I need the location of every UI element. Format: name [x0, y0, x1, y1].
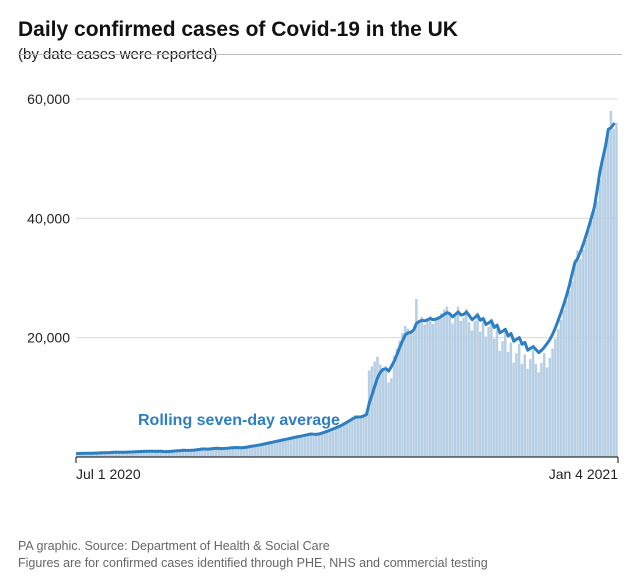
y-axis-tick-label: 20,000	[27, 330, 70, 346]
header-rule	[18, 54, 622, 55]
footer-line-2: Figures are for confirmed cases identifi…	[18, 555, 488, 572]
y-axis-tick-label: 40,000	[27, 210, 70, 226]
x-axis-end-label: Jan 4 2021	[549, 466, 618, 482]
footer-line-1: PA graphic. Source: Department of Health…	[18, 538, 488, 555]
source-footer: PA graphic. Source: Department of Health…	[18, 538, 488, 572]
y-axis-tick-label: 60,000	[27, 91, 70, 107]
x-axis-start-label: Jul 1 2020	[76, 466, 141, 482]
chart-svg: 20,000 40,000 60,000 Jul 1 2020 Jan 4 2021 Ro…	[18, 77, 622, 497]
rolling-average-annotation: Rolling seven-day average	[138, 412, 340, 429]
covid-cases-chart: 20,000 40,000 60,000 Jul 1 2020 Jan 4 2021 Ro…	[18, 77, 622, 497]
chart-title: Daily confirmed cases of Covid-19 in the…	[18, 18, 622, 42]
